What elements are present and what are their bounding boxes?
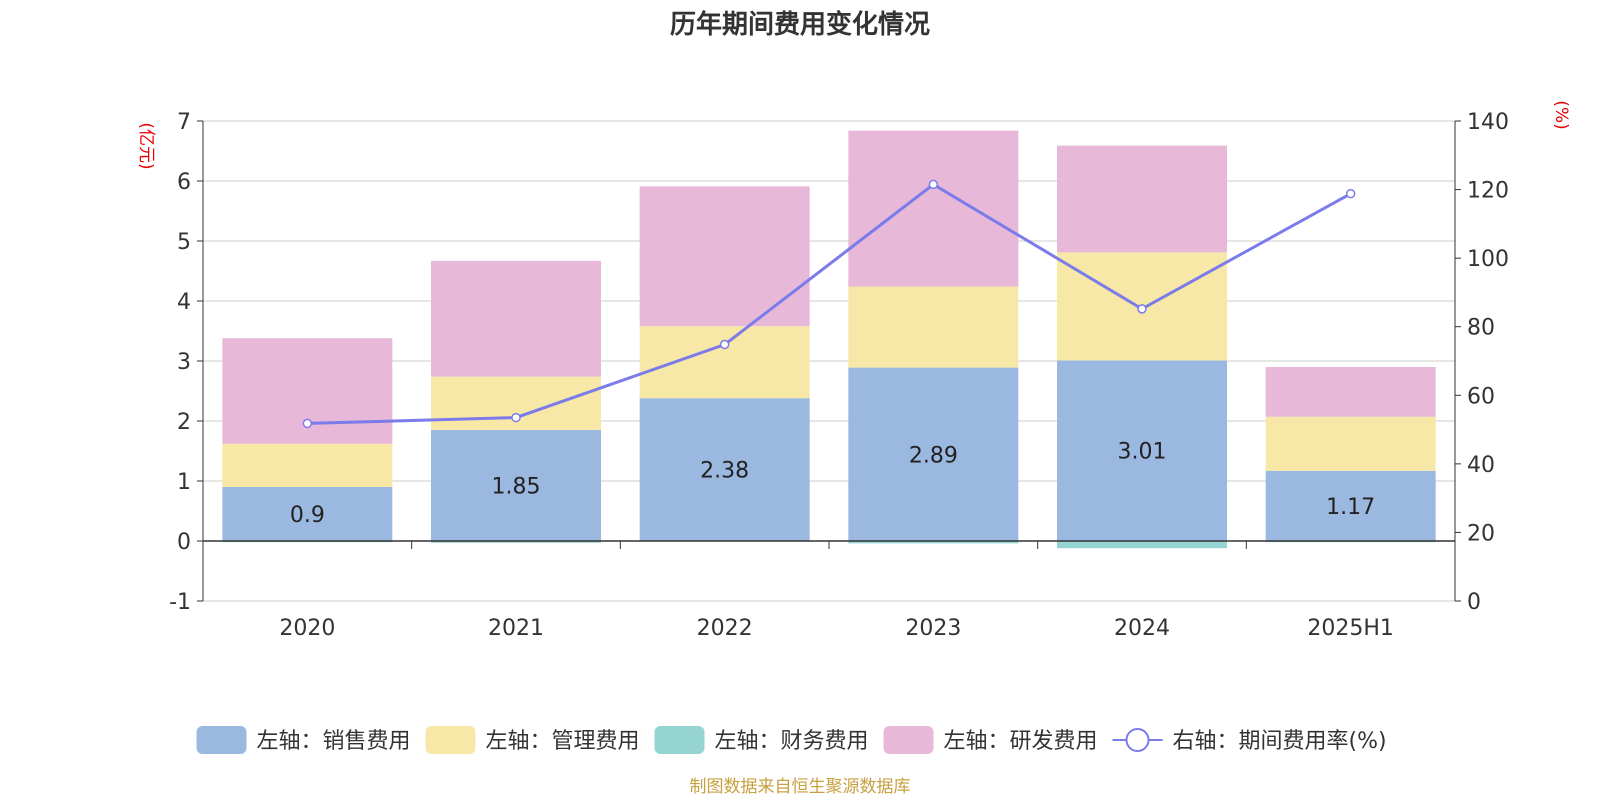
- bar-segment: [1057, 541, 1227, 549]
- rate-point: [1137, 304, 1147, 314]
- data-label: 0.9: [290, 503, 325, 528]
- rate-point: [928, 179, 939, 190]
- left-axis-tick-label: -1: [169, 590, 191, 615]
- rate-point: [1345, 188, 1356, 199]
- right-axis-tick-label: 40: [1467, 453, 1495, 478]
- data-label: 3.01: [1118, 440, 1167, 465]
- left-axis-tick-label: 3: [177, 350, 191, 375]
- x-axis-tick-label: 2020: [279, 616, 335, 641]
- bar-segment: [639, 326, 810, 399]
- left-axis-tick-label: 4: [177, 290, 191, 315]
- bar-segment: [431, 260, 601, 377]
- bar-segment: [1265, 367, 1436, 417]
- legend-swatch: [654, 726, 705, 754]
- x-axis-tick-label: 2022: [697, 616, 753, 641]
- right-axis-tick-label: 100: [1467, 247, 1509, 272]
- x-axis-tick-label: 2024: [1114, 616, 1170, 641]
- data-labels: 0.9 1.85 2.38 2.89 3.01 1.17: [290, 440, 1375, 528]
- rate-point: [302, 418, 313, 429]
- legend-swatch: [196, 726, 247, 754]
- legend-swatch: [425, 726, 476, 754]
- rate-line: [307, 182, 1352, 425]
- data-label: 1.17: [1326, 495, 1375, 520]
- data-label: 2.89: [909, 443, 958, 468]
- legend: 左轴：销售费用 左轴：管理费用 左轴：财务费用 左轴：研发费用 右轴：期间费用率(%): [196, 726, 1387, 754]
- bar-layer: [222, 130, 1436, 549]
- right-axis-tick-label: 20: [1467, 521, 1495, 546]
- bar-segment: [431, 430, 601, 541]
- bar-segment: [639, 186, 810, 327]
- bar-segment: [639, 398, 810, 541]
- source-note: 制图数据来自恒生聚源数据库: [690, 777, 911, 797]
- right-axis-unit: (%): [1551, 100, 1571, 129]
- bar-segment: [1057, 145, 1227, 253]
- left-axis-tick-label: 5: [177, 230, 191, 255]
- right-axis-tick-label: 80: [1467, 316, 1495, 341]
- left-axis-tick-label: 6: [177, 170, 191, 195]
- right-axis-tick-label: 60: [1467, 384, 1495, 409]
- legend-label: 左轴：管理费用: [486, 729, 640, 754]
- left-axis-tick-label: 1: [177, 470, 191, 495]
- left-axis-tick-label: 0: [177, 530, 191, 555]
- right-axis-tick-label: 140: [1467, 110, 1509, 135]
- rate-point: [511, 412, 521, 423]
- bar-segment: [431, 541, 601, 543]
- left-axis-tick-label: 2: [177, 410, 191, 435]
- axis-layer: -1 0 1 2 3 4 5 6 7 0 20 40 60 80 100 120 140 2020 2021 2022…: [169, 110, 1509, 641]
- bar-segment: [1057, 360, 1227, 541]
- right-axis-tick-label: 0: [1467, 590, 1481, 615]
- bar-segment: [222, 443, 393, 487]
- rate-point: [719, 339, 730, 350]
- left-axis-unit: (亿元): [136, 122, 156, 169]
- legend-label: 左轴：研发费用: [944, 729, 1098, 754]
- bar-segment: [1265, 416, 1436, 471]
- legend-label: 左轴：销售费用: [257, 729, 411, 754]
- right-axis-tick-label: 120: [1467, 179, 1509, 204]
- left-axis-tick-label: 7: [177, 110, 191, 135]
- x-axis-tick-label: 2023: [905, 616, 961, 641]
- bar-segment: [222, 487, 393, 541]
- x-axis-tick-label: 2021: [488, 616, 544, 641]
- rate-line-layer: [302, 179, 1356, 429]
- bar-segment: [848, 367, 1019, 541]
- data-label: 2.38: [700, 459, 749, 484]
- legend-label: 右轴：期间费用率(%): [1173, 729, 1387, 754]
- legend-swatch: [883, 726, 934, 754]
- bar-segment: [848, 286, 1019, 368]
- x-axis-tick-label: 2025H1: [1307, 616, 1394, 641]
- bar-segment: [848, 130, 1019, 287]
- data-label: 1.85: [492, 475, 541, 500]
- chart-title: 历年期间费用变化情况: [670, 9, 930, 40]
- legend-label: 左轴：财务费用: [715, 729, 869, 754]
- bar-segment: [848, 541, 1019, 544]
- bar-segment: [1265, 470, 1436, 541]
- legend-marker: [1125, 728, 1150, 752]
